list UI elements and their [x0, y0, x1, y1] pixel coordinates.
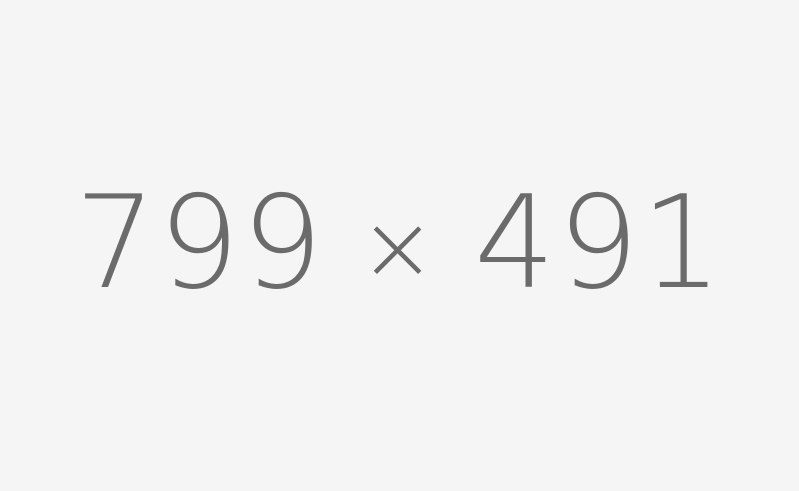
height-value: 491: [474, 168, 725, 318]
width-value: 799: [74, 168, 325, 318]
dimensions-label: 799 × 491: [74, 168, 725, 318]
times-symbol: ×: [358, 193, 439, 301]
